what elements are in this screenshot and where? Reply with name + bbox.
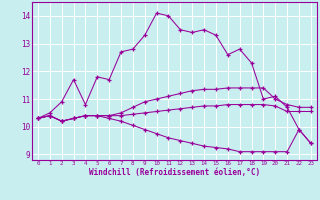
X-axis label: Windchill (Refroidissement éolien,°C): Windchill (Refroidissement éolien,°C) — [89, 168, 260, 177]
